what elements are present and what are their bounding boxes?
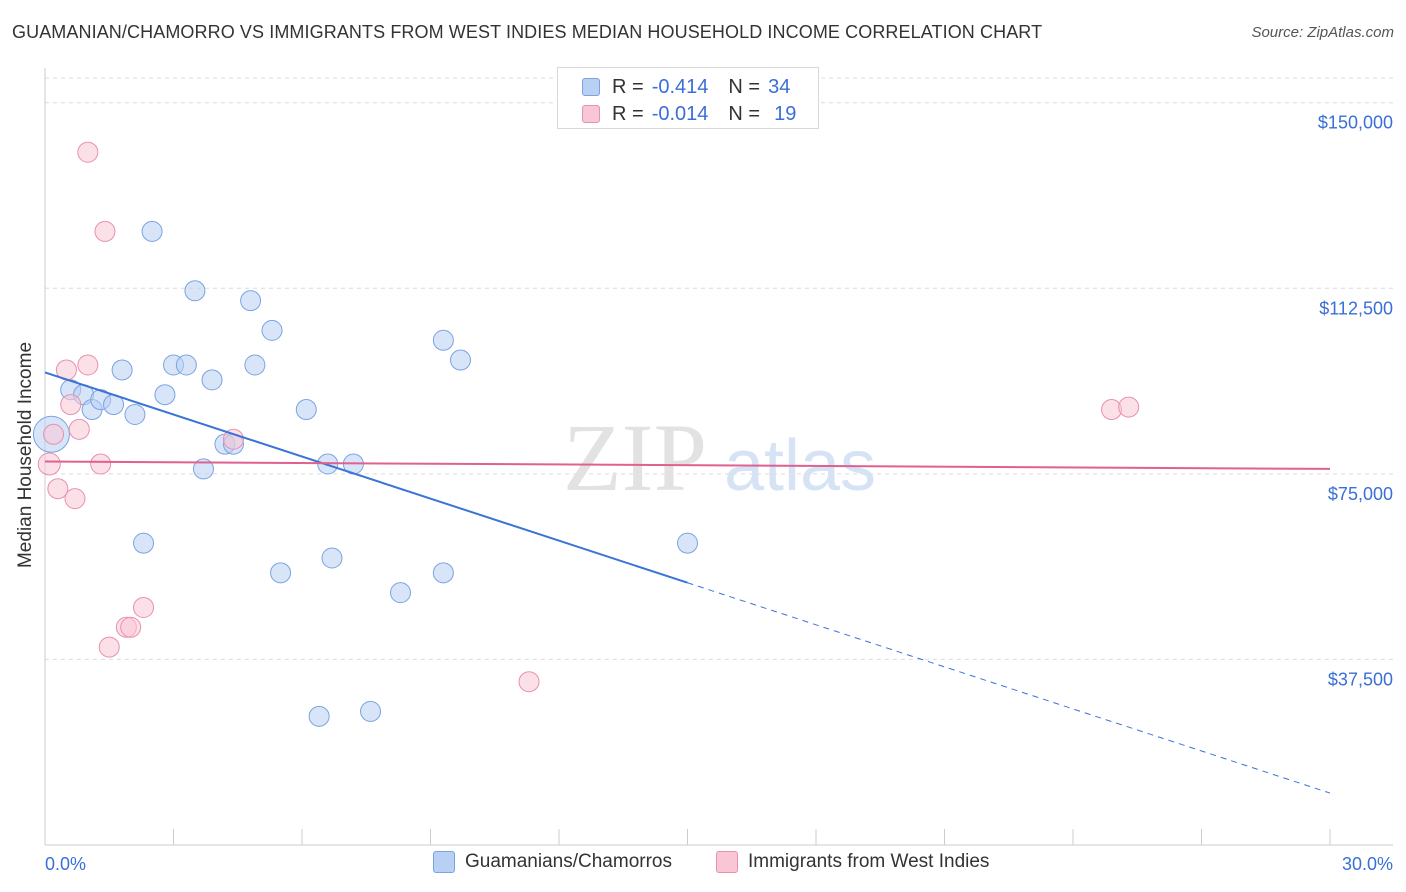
point-guamanians	[390, 582, 412, 604]
x-tick-label-max: 30.0%	[1342, 854, 1393, 874]
point-guamanians	[192, 458, 214, 480]
point-guamanians	[184, 280, 206, 302]
bottom-legend-label-west-indies: Immigrants from West Indies	[748, 851, 990, 872]
point-guamanians	[677, 532, 698, 554]
trend-line-guamanians-extension	[687, 582, 1331, 794]
legend-r-value: -0.014	[651, 102, 709, 125]
point-west-indies	[518, 671, 540, 693]
legend-n-label: N =	[728, 102, 761, 125]
point-guamanians	[449, 349, 471, 371]
point-guamanians	[432, 329, 454, 351]
x-tick-label-min: 0.0%	[45, 854, 86, 874]
y-tick-label: $75,000	[1328, 484, 1393, 504]
legend-row-west-indies: R = -0.014 N = 19	[582, 101, 796, 127]
point-west-indies	[98, 636, 120, 658]
y-tick-label: $112,500	[1319, 298, 1393, 318]
y-axis-label: Median Household Income	[15, 341, 36, 569]
point-west-indies	[90, 453, 112, 475]
trend-lines	[44, 371, 1331, 794]
point-guamanians	[111, 359, 133, 381]
bottom-legend-guamanians: Guamanians/Chamorros	[433, 851, 672, 873]
y-tick-label: $150,000	[1318, 113, 1393, 133]
point-west-indies	[77, 354, 99, 376]
point-west-indies	[120, 616, 142, 638]
chart-title: GUAMANIAN/CHAMORRO VS IMMIGRANTS FROM WE…	[12, 22, 1043, 42]
point-west-indies	[1118, 396, 1140, 418]
point-guamanians	[244, 354, 266, 376]
point-guamanians	[321, 547, 343, 569]
point-west-indies	[47, 478, 69, 500]
point-west-indies	[133, 596, 155, 618]
legend-r-value: -0.414	[651, 75, 709, 98]
point-guamanians	[133, 532, 155, 554]
point-guamanians	[360, 700, 382, 722]
legend-n-value: 19	[774, 102, 797, 125]
data-points	[32, 141, 1140, 727]
point-guamanians	[308, 705, 330, 727]
point-guamanians	[295, 399, 317, 421]
bottom-legend-swatch-blue	[433, 851, 455, 873]
point-guamanians	[175, 354, 197, 376]
point-guamanians	[432, 562, 454, 584]
tick-labels: $37,500 $75,000 $112,500 $150,000 0.0% 30.0%	[45, 113, 1393, 874]
point-west-indies	[222, 428, 244, 450]
point-west-indies	[94, 220, 116, 242]
point-guamanians	[141, 220, 163, 242]
watermark-zip: ZIP	[563, 404, 707, 511]
point-guamanians	[261, 319, 283, 341]
point-guamanians	[124, 403, 146, 425]
legend-swatch-pink	[582, 105, 600, 123]
point-west-indies	[43, 423, 65, 445]
point-west-indies	[37, 452, 61, 476]
trend-line-guamanians	[44, 371, 688, 584]
legend-row-guamanians: R = -0.414 N = 34	[582, 74, 790, 100]
source-label: Source: ZipAtlas.com	[1251, 24, 1394, 41]
legend-n-label: N =	[728, 75, 761, 98]
point-west-indies	[77, 141, 99, 163]
legend-swatch-blue	[582, 78, 600, 96]
point-guamanians	[270, 562, 292, 584]
correlation-legend: R = -0.414 N = 34 R = -0.014 N = 19	[557, 67, 819, 129]
legend-n-value: 34	[768, 75, 791, 98]
point-guamanians	[154, 384, 176, 406]
legend-r-label: R =	[612, 75, 644, 98]
trend-line-west-indies	[44, 460, 1331, 470]
point-west-indies	[68, 418, 90, 440]
bottom-legend-swatch-pink	[716, 851, 738, 873]
bottom-legend-west-indies: Immigrants from West Indies	[716, 851, 989, 873]
point-west-indies	[60, 394, 82, 416]
watermark: ZIP atlas	[563, 404, 876, 511]
bottom-legend-label-guamanians: Guamanians/Chamorros	[465, 851, 672, 872]
legend-r-label: R =	[612, 102, 644, 125]
point-guamanians	[201, 369, 223, 391]
y-tick-label: $37,500	[1328, 669, 1393, 689]
point-west-indies	[64, 488, 86, 510]
axes	[44, 68, 1393, 846]
point-guamanians	[240, 290, 262, 312]
